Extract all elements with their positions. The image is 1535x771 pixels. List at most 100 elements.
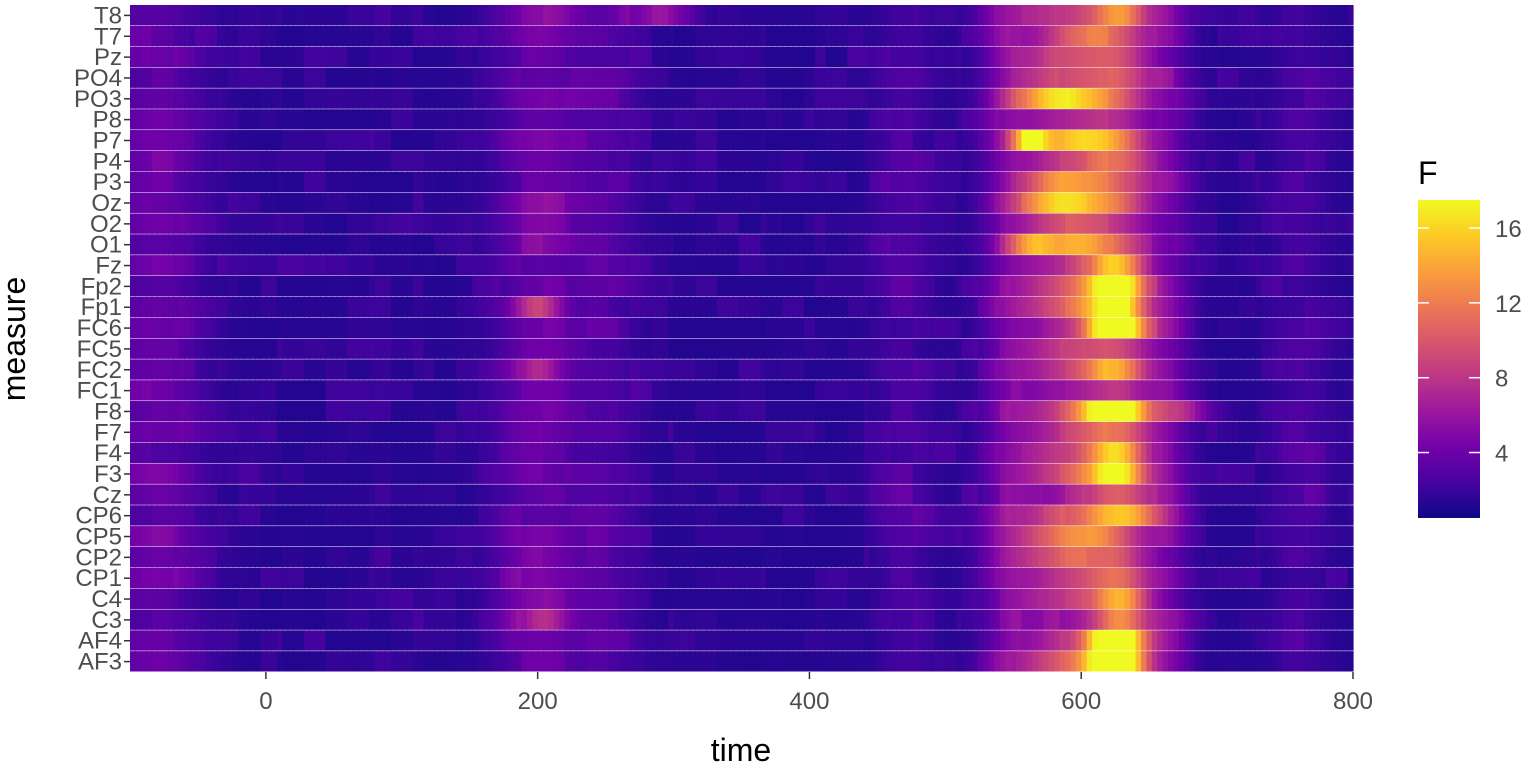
heatmap-cell	[1135, 275, 1142, 297]
heatmap-cell	[1141, 421, 1148, 443]
heatmap-cell	[673, 588, 680, 609]
heatmap-cell	[1336, 401, 1343, 422]
heatmap-cell	[216, 463, 224, 484]
heatmap-cell	[662, 317, 669, 338]
heatmap-cell	[515, 630, 522, 651]
heatmap-cell	[396, 442, 403, 464]
heatmap-cell	[543, 401, 550, 422]
heatmap-cell	[151, 192, 158, 213]
heatmap-cell	[135, 442, 142, 464]
heatmap-cell	[782, 234, 789, 255]
heatmap-cell	[467, 213, 474, 234]
heatmap-cell	[1168, 442, 1175, 464]
heatmap-cell	[347, 275, 354, 297]
heatmap-cell	[1157, 317, 1164, 338]
heatmap-cell	[390, 526, 397, 547]
heatmap-cell	[939, 317, 946, 338]
heatmap-cell	[216, 401, 224, 422]
heatmap-cell	[526, 463, 533, 484]
heatmap-cell	[1271, 338, 1278, 359]
heatmap-cell	[553, 213, 561, 234]
heatmap-cell	[184, 359, 191, 380]
heatmap-cell	[227, 421, 234, 443]
heatmap-cell	[216, 567, 224, 589]
heatmap-cell	[1293, 463, 1300, 484]
heatmap-cell	[1043, 296, 1050, 318]
heatmap-cell	[787, 421, 794, 443]
heatmap-cell	[499, 317, 506, 338]
heatmap-cell	[1200, 630, 1207, 651]
heatmap-cell	[195, 380, 202, 401]
heatmap-cell	[755, 317, 762, 338]
heatmap-cell	[456, 630, 463, 651]
heatmap-cell	[1238, 213, 1245, 234]
heatmap-cell	[575, 609, 582, 630]
heatmap-cell	[461, 296, 468, 318]
heatmap-cell	[1124, 401, 1131, 422]
heatmap-cell	[168, 546, 175, 568]
heatmap-cell	[939, 505, 946, 526]
heatmap-cell	[738, 275, 745, 297]
heatmap-cell	[559, 401, 566, 422]
heatmap-cell	[635, 567, 642, 589]
heatmap-cell	[423, 380, 430, 401]
heatmap-cell	[602, 255, 609, 276]
heatmap-cell	[510, 526, 517, 547]
heatmap-cell	[1287, 317, 1294, 338]
heatmap-cell	[608, 546, 615, 568]
heatmap-cell	[847, 526, 854, 547]
heatmap-cell	[673, 255, 680, 276]
heatmap-cell	[543, 338, 550, 359]
heatmap-cell	[314, 567, 321, 589]
heatmap-cell	[825, 213, 832, 234]
heatmap-cell	[1189, 234, 1196, 255]
heatmap-cell	[1233, 421, 1240, 443]
heatmap-cell	[1130, 442, 1137, 464]
heatmap-cell	[733, 359, 740, 380]
heatmap-cell	[1309, 401, 1316, 422]
heatmap-cell	[423, 296, 430, 318]
heatmap-cell	[276, 275, 283, 297]
heatmap-cell	[1206, 567, 1213, 589]
heatmap-cell	[994, 275, 1001, 297]
heatmap-cell	[1331, 338, 1338, 359]
heatmap-cell	[390, 505, 397, 526]
heatmap-cell	[1026, 567, 1033, 589]
heatmap-cell	[456, 359, 463, 380]
heatmap-cell	[695, 338, 702, 359]
heatmap-cell	[749, 359, 756, 380]
heatmap-cell	[472, 275, 479, 297]
heatmap-cell	[695, 317, 702, 338]
heatmap-cell	[1168, 213, 1175, 234]
heatmap-cell	[673, 630, 680, 651]
heatmap-cell	[852, 213, 859, 234]
heatmap-cell	[341, 567, 349, 589]
heatmap-cell	[1113, 651, 1120, 672]
heatmap-cell	[1162, 359, 1169, 380]
heatmap-cell	[407, 484, 414, 505]
heatmap-cell	[581, 380, 588, 401]
heatmap-cell	[711, 546, 718, 568]
heatmap-cell	[1331, 484, 1338, 505]
heatmap-cell	[1200, 317, 1207, 338]
heatmap-cell	[553, 567, 561, 589]
heatmap-cell	[488, 484, 495, 505]
heatmap-cell	[548, 546, 555, 568]
heatmap-cell	[1043, 526, 1050, 547]
heatmap-cell	[646, 213, 653, 234]
heatmap-cell	[684, 442, 691, 464]
heatmap-cell	[1130, 338, 1137, 359]
heatmap-cell	[505, 213, 512, 234]
heatmap-cell	[592, 526, 599, 547]
heatmap-cell	[657, 317, 664, 338]
heatmap-cell	[1217, 359, 1224, 380]
heatmap-cell	[858, 526, 865, 547]
heatmap-cell	[581, 317, 588, 338]
heatmap-cell	[184, 275, 191, 297]
heatmap-cell	[1342, 630, 1349, 651]
heatmap-cell	[1211, 609, 1218, 630]
heatmap-cell	[999, 296, 1006, 318]
heatmap-cell	[668, 442, 675, 464]
heatmap-cell	[407, 421, 414, 443]
heatmap-cell	[434, 380, 441, 401]
